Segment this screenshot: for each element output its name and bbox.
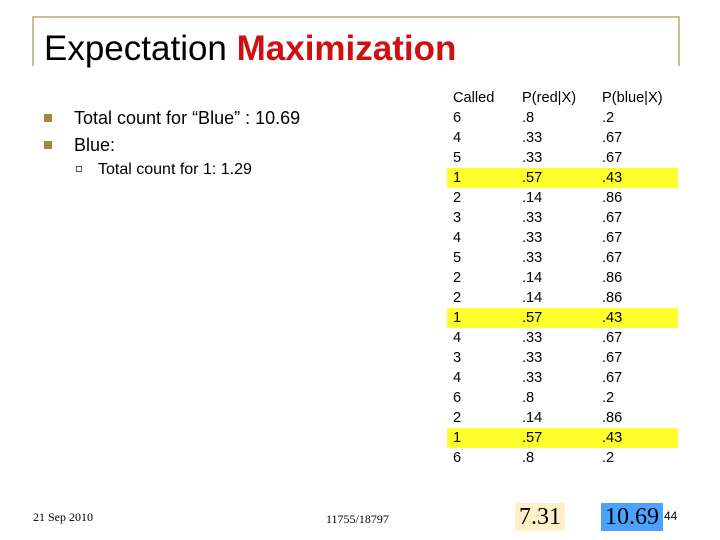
total-red-sum: 7.31 — [515, 503, 565, 531]
subbullet-total-count-1: Total count for 1: 1.29 — [76, 160, 252, 180]
table-row: 1.57.43 — [447, 168, 678, 188]
bullet-blue: Blue: — [44, 134, 115, 156]
cell-p-blue: .86 — [602, 410, 623, 426]
title-frame-top-rule — [32, 16, 680, 18]
cell-p-blue: .86 — [602, 270, 623, 286]
cell-p-blue: .2 — [602, 110, 615, 126]
table-row: 1.57.43 — [447, 308, 678, 328]
cell-p-red: .57 — [516, 168, 596, 188]
cell-p-red: .33 — [522, 250, 543, 266]
cell-called: 2 — [453, 190, 462, 206]
table-row: 4 .33 .67 — [447, 368, 678, 388]
header-p-blue: P(blue|X) — [602, 90, 663, 106]
table-row: 6 .8 .2 — [447, 448, 678, 468]
probability-table: Called P(red|X) P(blue|X) 6 .8 .2 4 .33 .67 5.… — [447, 88, 678, 468]
cell-p-blue: .67 — [602, 370, 623, 386]
cell-called: 1 — [447, 428, 516, 448]
table-row: 2 .14 .86 — [447, 288, 678, 308]
hollow-square-bullet-icon — [76, 166, 82, 172]
table-row: 3 .33 .67 — [447, 348, 678, 368]
slide-title: Expectation Maximization — [44, 28, 456, 70]
cell-p-red: .33 — [522, 210, 543, 226]
square-bullet-icon — [44, 114, 52, 122]
cell-p-red: .8 — [522, 450, 535, 466]
cell-p-red: .33 — [522, 130, 543, 146]
cell-p-blue: .67 — [602, 350, 623, 366]
cell-p-red: .57 — [516, 308, 596, 328]
cell-called: 3 — [453, 210, 462, 226]
title-frame-right-rule — [678, 16, 680, 66]
cell-p-blue: .67 — [602, 250, 623, 266]
cell-p-blue: .86 — [602, 290, 623, 306]
cell-p-red: .14 — [522, 190, 543, 206]
title-frame-left-rule — [32, 16, 34, 66]
title-accent: Maximization — [236, 29, 457, 68]
cell-p-red: .14 — [522, 290, 543, 306]
cell-p-red: .14 — [522, 410, 543, 426]
cell-p-blue: .2 — [602, 390, 615, 406]
bullet-total-blue: Total count for “Blue” : 10.69 — [44, 107, 300, 129]
table-header-row: Called P(red|X) P(blue|X) — [447, 88, 678, 108]
cell-p-red: .33 — [522, 230, 543, 246]
cell-called: 6 — [453, 450, 462, 466]
cell-p-red: .14 — [522, 270, 543, 286]
cell-called: 4 — [453, 230, 462, 246]
cell-called: 5 — [453, 150, 462, 166]
cell-called: 4 — [453, 330, 462, 346]
table-row: 4 .33 .67 — [447, 328, 678, 348]
page-number: 44 — [664, 509, 678, 523]
cell-p-blue: .43 — [596, 308, 678, 328]
table-row: 5 .33 .67 — [447, 248, 678, 268]
cell-p-red: .33 — [522, 150, 543, 166]
cell-p-blue: .43 — [596, 168, 678, 188]
table-row: 4 .33 .67 — [447, 228, 678, 248]
cell-called: 2 — [453, 410, 462, 426]
cell-called: 5 — [453, 250, 462, 266]
table-row: 2 .14 .86 — [447, 268, 678, 288]
bullet-text: Blue: — [74, 135, 116, 155]
header-p-red: P(red|X) — [522, 90, 577, 106]
cell-p-blue: .67 — [602, 150, 623, 166]
cell-called: 2 — [453, 290, 462, 306]
cell-p-red: .33 — [522, 330, 543, 346]
cell-p-blue: .2 — [602, 450, 615, 466]
table-row: 6 .8 .2 — [447, 108, 678, 128]
cell-called: 2 — [453, 270, 462, 286]
cell-called: 4 — [453, 370, 462, 386]
header-called: Called — [453, 90, 495, 106]
cell-p-blue: .43 — [596, 428, 678, 448]
cell-p-red: .8 — [522, 110, 535, 126]
table-row: 3 .33 .67 — [447, 208, 678, 228]
cell-p-blue: .67 — [602, 130, 623, 146]
cell-p-blue: .86 — [602, 190, 623, 206]
cell-p-blue: .67 — [602, 330, 623, 346]
cell-called: 3 — [453, 350, 462, 366]
cell-p-red: .8 — [522, 390, 535, 406]
cell-called: 1 — [447, 168, 516, 188]
table-row: 4 .33 .67 — [447, 128, 678, 148]
bullet-text: Total count for “Blue” : 10.69 — [74, 108, 301, 128]
cell-called: 4 — [453, 130, 462, 146]
cell-p-red: .33 — [522, 370, 543, 386]
cell-called: 6 — [453, 390, 462, 406]
cell-p-red: .57 — [516, 428, 596, 448]
table-row: 2 .14 .86 — [447, 408, 678, 428]
square-bullet-icon — [44, 141, 52, 149]
table-row: 2 .14 .86 — [447, 188, 678, 208]
footer-date: 21 Sep 2010 — [33, 510, 93, 524]
table-body: 6.8.2 4.33.67 5.33.67 1.57.43 2.14.86 3.33.67… — [447, 108, 678, 468]
table-row: 1.57.43 — [447, 428, 678, 448]
total-blue-sum: 10.69 — [601, 503, 663, 531]
cell-p-blue: .67 — [602, 230, 623, 246]
cell-called: 6 — [453, 110, 462, 126]
cell-p-red: .33 — [522, 350, 543, 366]
table-row: 6 .8 .2 — [447, 388, 678, 408]
cell-p-blue: .67 — [602, 210, 623, 226]
table-row: 5 .33 .67 — [447, 148, 678, 168]
title-plain: Expectation — [44, 29, 237, 68]
cell-called: 1 — [447, 308, 516, 328]
subbullet-text: Total count for 1: 1.29 — [98, 161, 252, 178]
footer-course-id: 11755/18797 — [326, 512, 389, 526]
